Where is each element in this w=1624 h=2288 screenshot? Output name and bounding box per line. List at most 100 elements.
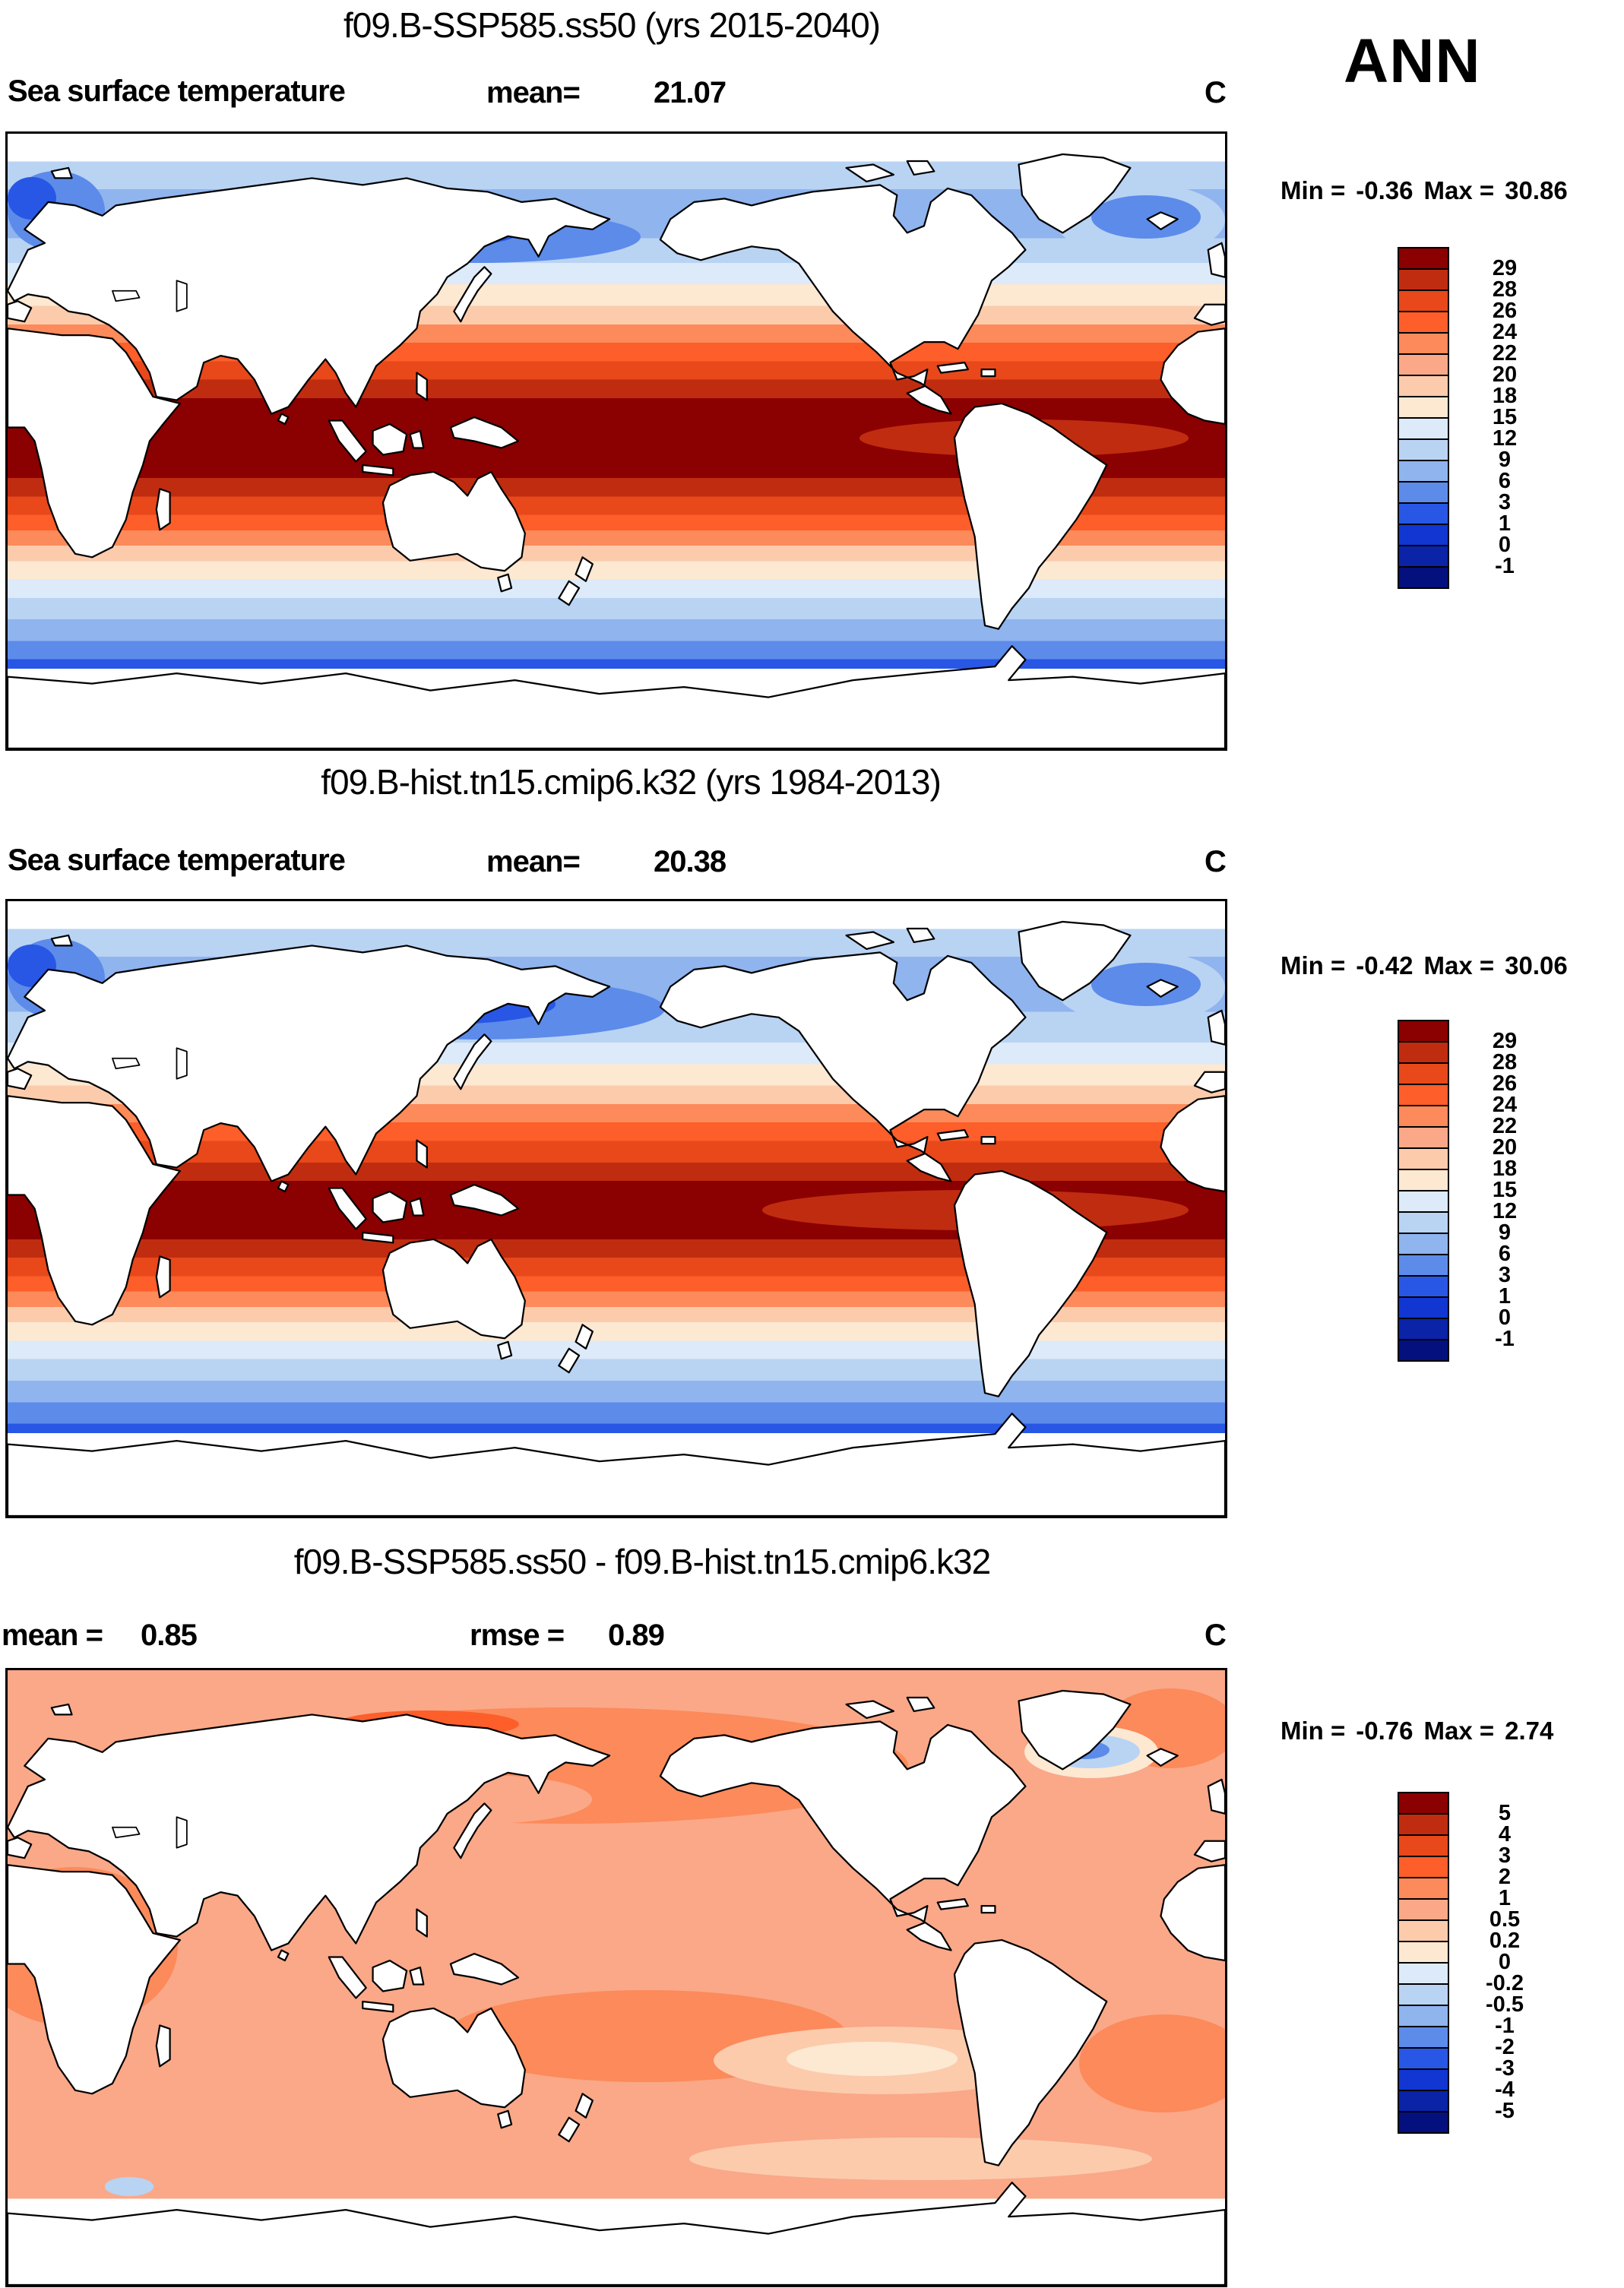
colorbar-tick-label: -1 [1495,554,1515,578]
colorbar-tick-label: 1 [1498,1284,1512,1309]
colorbar-tick-label: 22 [1492,341,1518,366]
panel2-mean-label: mean= [486,845,581,878]
colorbar-box [1398,1813,1449,1836]
panel2-mean-value: 20.38 [654,845,727,878]
colorbar-box [1398,1834,1449,1857]
colorbar-tick-label: -1 [1495,1327,1515,1351]
colorbar-tick-label: 6 [1498,469,1512,493]
colorbar-box [1398,1898,1449,1921]
panel1-variable-label: Sea surface temperature [8,74,346,108]
colorbar-tick-label: 3 [1498,1263,1512,1287]
colorbar-tick-label: 24 [1492,320,1518,344]
panel2-minmax: Min = -0.42 Max = 30.06 [1281,951,1568,980]
colorbar-box [1398,1275,1449,1298]
colorbar-box [1398,1792,1449,1815]
colorbar-box [1398,2026,1449,2049]
colorbar-tick-label: 4 [1498,1822,1512,1847]
continents-overlay [8,153,1225,748]
colorbar-box [1398,1126,1449,1149]
colorbar-box [1398,1084,1449,1106]
panel1-map-sst-ssp585 [5,131,1227,751]
colorbar-tick-label: -1 [1495,2014,1515,2038]
colorbar-box [1398,545,1449,568]
colorbar-tick-label: 1 [1498,1886,1512,1910]
colorbar-tick-label: 9 [1498,448,1512,472]
panel3-title: f09.B-SSP585.ss50 - f09.B-hist.tn15.cmip… [293,1542,991,1581]
colorbar-box [1398,247,1449,270]
panel1-units-label: C [1205,76,1227,109]
panel2-min-value: -0.42 [1356,951,1413,979]
panel1-minmax: Min = -0.36 Max = 30.86 [1281,176,1568,205]
colorbar-box [1398,1318,1449,1340]
colorbar-tick-label: 15 [1492,1178,1518,1202]
colorbar-tick-label: 28 [1492,277,1518,302]
colorbar-tick-label: 12 [1492,1199,1518,1223]
panel3-max-value: 2.74 [1505,1717,1554,1745]
season-label: ANN [1344,27,1481,96]
colorbar-box [1398,2068,1449,2091]
panel3-min-value: -0.76 [1356,1717,1413,1745]
panel2-variable-label: Sea surface temperature [8,843,346,877]
colorbar-tick-label: 24 [1492,1093,1518,1117]
colorbar-tick-label: 26 [1492,299,1518,323]
colorbar-box [1398,2005,1449,2027]
colorbar-tick-label: 15 [1492,405,1518,429]
panel2-title: f09.B-hist.tn15.cmip6.k32 (yrs 1984-2013… [321,762,942,802]
colorbar-box [1398,290,1449,312]
panel1-min-label: Min = [1281,176,1346,204]
colorbar-box [1398,502,1449,525]
colorbar-box [1398,1147,1449,1170]
panel1-mean-label: mean= [486,76,581,109]
colorbar-tick-label: 20 [1492,362,1518,387]
colorbar-tick-label: 3 [1498,1843,1512,1868]
colorbar-box [1398,332,1449,355]
colorbar-tick-label: 0.5 [1489,1907,1521,1932]
colorbar-box [1398,1190,1449,1213]
colorbar-box [1398,1339,1449,1362]
colorbar-box [1398,1941,1449,1964]
panel2-colorbar [1398,1020,1449,1362]
colorbar-box [1398,438,1449,461]
colorbar-box [1398,2047,1449,2070]
panel2-max-value: 30.06 [1505,951,1568,979]
colorbar-box [1398,311,1449,334]
antarctic-cooling-speck [105,2177,154,2196]
colorbar-tick-label: 0 [1498,1950,1512,1974]
colorbar-tick-label: -4 [1495,2078,1515,2102]
colorbar-tick-label: -3 [1495,2056,1515,2081]
panel3-mean-value: 0.85 [141,1619,198,1652]
continents-overlay [8,1689,1225,2285]
colorbar-box [1398,353,1449,376]
colorbar-tick-label: 5 [1498,1801,1512,1825]
colorbar-tick-label: 0.2 [1489,1929,1521,1953]
colorbar-box [1398,1296,1449,1319]
colorbar-tick-label: 6 [1498,1242,1512,1266]
colorbar-tick-label: 18 [1492,1157,1518,1181]
colorbar-tick-label: -5 [1495,2099,1515,2123]
colorbar-tick-label: 2 [1498,1865,1512,1889]
colorbar-tick-label: 3 [1498,490,1512,514]
colorbar-box [1398,1233,1449,1255]
panel1-min-value: -0.36 [1356,176,1413,204]
southern-ocean-weak-band [689,2137,1152,2181]
colorbar-box [1398,2111,1449,2134]
panel2-max-label: Max = [1423,951,1495,979]
panel3-rmse-label: rmse = [470,1619,565,1652]
colorbar-box [1398,1919,1449,1942]
colorbar-tick-label: 0 [1498,533,1512,557]
colorbar-tick-label: 29 [1492,256,1518,280]
colorbar-box [1398,460,1449,483]
colorbar-tick-label: 22 [1492,1114,1518,1138]
panel3-min-label: Min = [1281,1717,1346,1745]
panel1-title: f09.B-SSP585.ss50 (yrs 2015-2040) [343,5,881,45]
colorbar-tick-label: 28 [1492,1050,1518,1074]
panel1-max-value: 30.86 [1505,176,1568,204]
colorbar-box [1398,1020,1449,1043]
se-pacific-near-zero [787,2042,958,2076]
colorbar-box [1398,1169,1449,1191]
panel1-max-label: Max = [1423,176,1495,204]
colorbar-box [1398,268,1449,291]
colorbar-tick-label: -0.5 [1486,1992,1524,2017]
colorbar-box [1398,1105,1449,1128]
colorbar-box [1398,566,1449,589]
